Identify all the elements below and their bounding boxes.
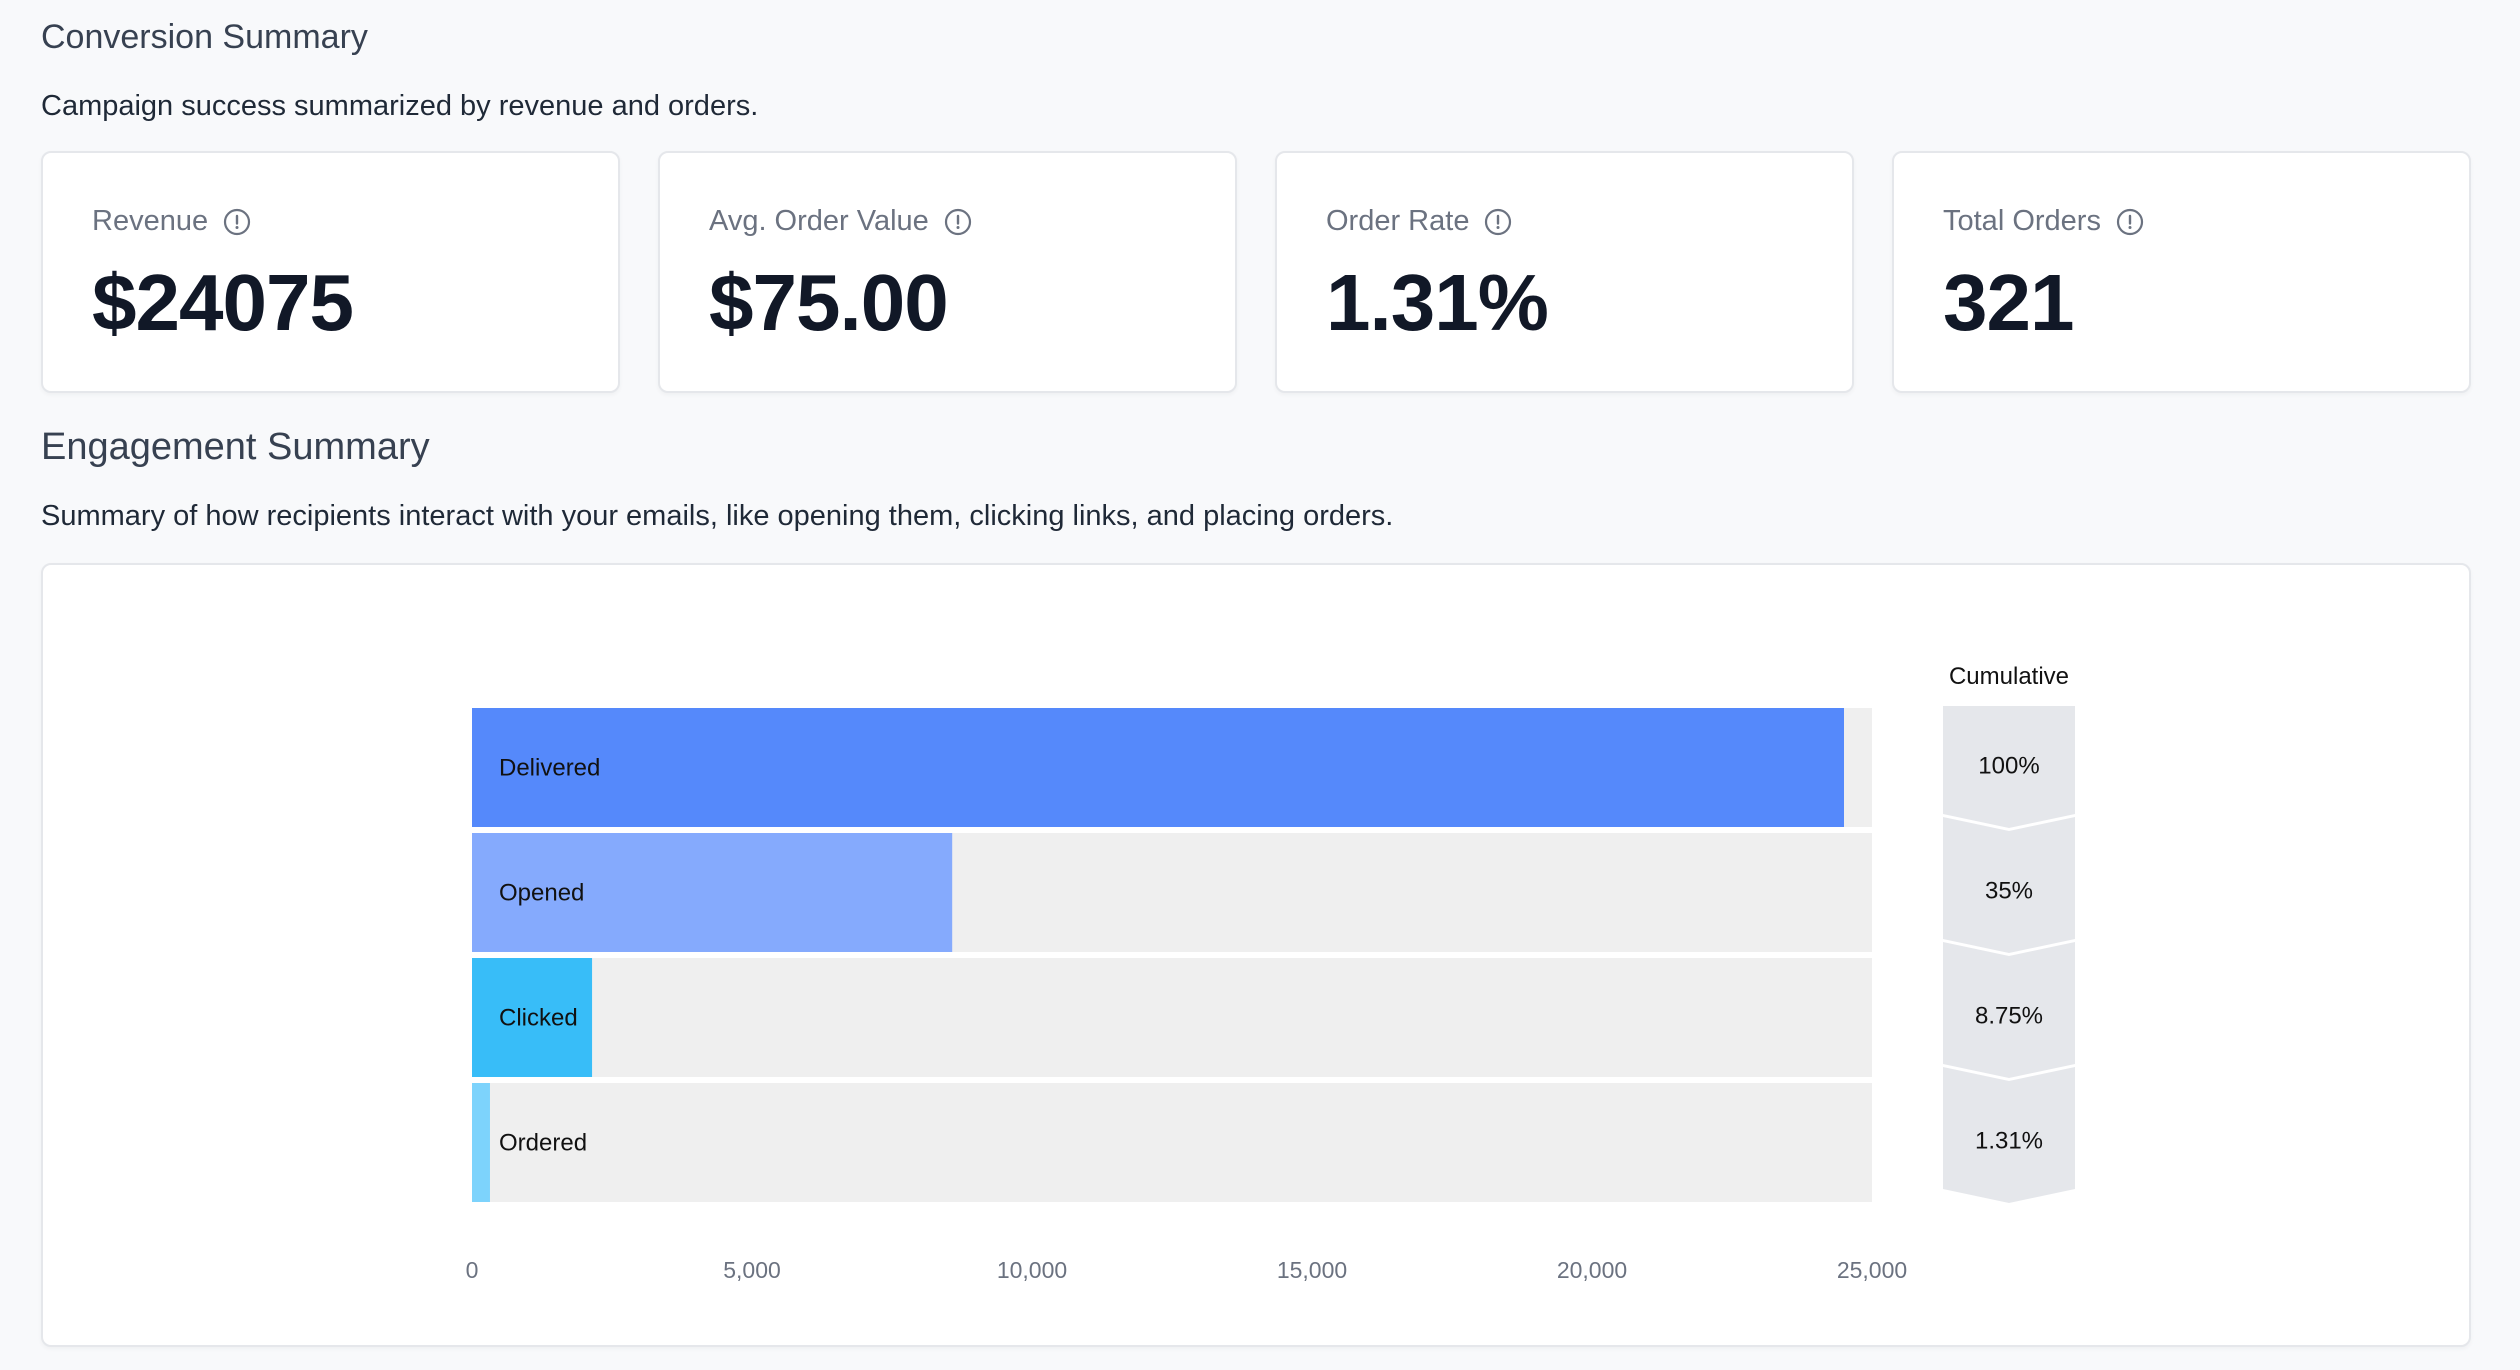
bar-clicked <box>472 958 593 1077</box>
bar-label: Opened <box>499 880 584 907</box>
bar-label: Clicked <box>499 1005 578 1032</box>
bar-track <box>472 958 1872 1077</box>
cumulative-value: 1.31% <box>1975 1128 2043 1155</box>
x-tick-label: 25,000 <box>1837 1257 1907 1283</box>
bar-track <box>472 1083 1872 1202</box>
order-rate-label: Order Rate <box>1326 205 1470 237</box>
cumulative-value: 8.75% <box>1975 1003 2043 1030</box>
revenue-value: $24075 <box>92 258 354 347</box>
info-icon[interactable] <box>2115 207 2145 237</box>
bar-delivered <box>472 708 1844 827</box>
info-icon[interactable] <box>943 207 973 237</box>
cumulative-title: Cumulative <box>1949 663 2069 690</box>
info-icon[interactable] <box>222 207 252 237</box>
cumulative-chevron <box>1943 817 2075 953</box>
x-tick-label: 15,000 <box>1277 1257 1347 1283</box>
x-tick-label: 5,000 <box>723 1257 781 1283</box>
total-orders-card: Total Orders 321 <box>1892 151 2471 393</box>
total-orders-label: Total Orders <box>1943 205 2101 237</box>
engagement-funnel-chart: Delivered Opened Clicked Ordered 0 5,000 10,00… <box>466 663 2075 1283</box>
order-rate-value: 1.31% <box>1326 258 1549 347</box>
x-tick-label: 10,000 <box>997 1257 1067 1283</box>
conversion-summary-title: Conversion Summary <box>41 18 368 56</box>
cumulative-chevron <box>1943 942 2075 1078</box>
order-rate-card: Order Rate 1.31% <box>1275 151 1854 393</box>
revenue-card: Revenue $24075 <box>41 151 620 393</box>
avg-order-value-card: Avg. Order Value $75.00 <box>658 151 1237 393</box>
cumulative-value: 35% <box>1985 878 2033 905</box>
info-icon[interactable] <box>1483 207 1513 237</box>
cumulative-chevron <box>1943 706 2075 828</box>
bar-label: Ordered <box>499 1130 587 1157</box>
conversion-summary-description: Campaign success summarized by revenue a… <box>41 90 759 122</box>
bar-label: Delivered <box>499 755 600 782</box>
engagement-summary-title: Engagement Summary <box>41 426 430 468</box>
x-tick-label: 0 <box>466 1257 479 1283</box>
revenue-label: Revenue <box>92 205 209 237</box>
total-orders-value: 321 <box>1943 258 2074 347</box>
bar-ordered <box>472 1083 490 1202</box>
avg-order-value-value: $75.00 <box>709 258 949 347</box>
engagement-summary-description: Summary of how recipients interact with … <box>41 500 1394 532</box>
avg-order-value-label: Avg. Order Value <box>709 205 929 237</box>
bar-opened <box>472 833 953 952</box>
x-tick-label: 20,000 <box>1557 1257 1627 1283</box>
cumulative-chevron <box>1943 1067 2075 1203</box>
cumulative-value: 100% <box>1978 753 2039 780</box>
engagement-chart-card: Delivered Opened Clicked Ordered 0 5,000 10,00… <box>41 563 2471 1347</box>
